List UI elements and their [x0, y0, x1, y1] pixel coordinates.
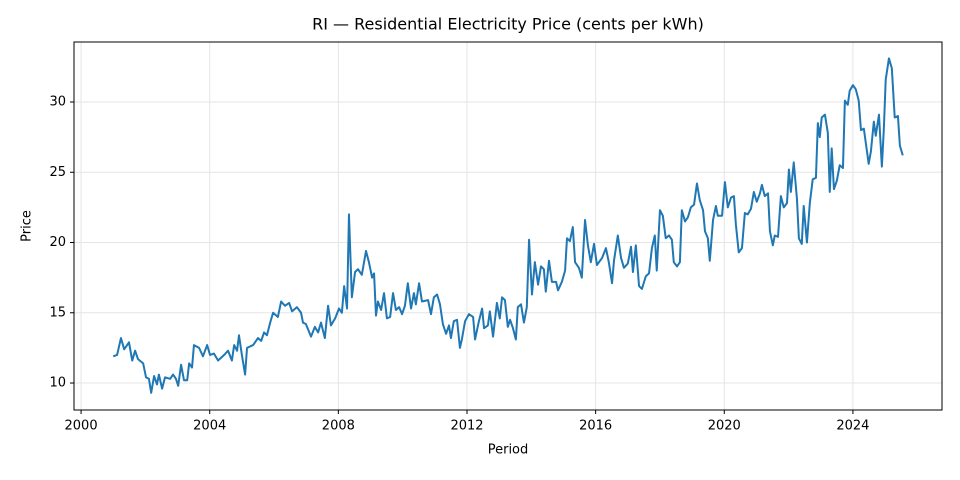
y-tick-label: 25 [49, 165, 66, 180]
y-tick-label: 30 [49, 94, 66, 109]
plot-frame [73, 41, 943, 411]
price-line [112, 57, 904, 394]
y-tick-label: 10 [49, 376, 66, 391]
y-tick-label: 20 [49, 235, 66, 250]
x-tick-label: 2000 [65, 419, 98, 434]
grid [74, 42, 942, 410]
x-tick-label: 2008 [322, 419, 355, 434]
x-tick-label: 2012 [450, 419, 483, 434]
y-tick-label: 15 [49, 305, 66, 320]
x-tick-label: 2016 [579, 419, 612, 434]
chart-title: RI — Residential Electricity Price (cent… [312, 15, 704, 34]
x-tick-label: 2020 [708, 419, 741, 434]
x-tick-label: 2024 [836, 419, 869, 434]
x-tick-label: 2004 [193, 419, 226, 434]
plot [112, 57, 904, 394]
y-axis-label: Price [20, 210, 35, 242]
x-axis-label: Period [488, 443, 529, 458]
